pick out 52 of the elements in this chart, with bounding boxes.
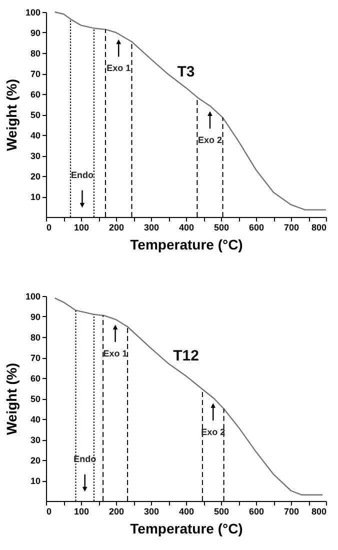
y-tick-label: 20 (30, 172, 40, 182)
y-tick-label: 20 (30, 456, 40, 466)
line-series (54, 11, 327, 210)
y-tick-label: 40 (30, 414, 40, 424)
y-tick-label: 70 (30, 69, 40, 79)
y-tick-label: 60 (30, 374, 40, 384)
x-tick-label: 700 (284, 506, 300, 516)
y-tick-label: 70 (30, 353, 40, 363)
x-tick-label: 500 (214, 506, 230, 516)
y-tick-label: 30 (30, 151, 40, 161)
x-tick-label: 0 (46, 506, 52, 516)
annotation: Exo 1 (103, 348, 128, 358)
x-tick-label: 400 (178, 222, 194, 232)
y-tick-label: 90 (30, 312, 40, 322)
x-tick-label: 600 (248, 506, 264, 516)
x-tick-label: 0 (46, 222, 52, 232)
annotation: Exo 2 (201, 426, 226, 437)
y-tick-label: 80 (30, 332, 40, 342)
x-tick-label: 100 (74, 222, 90, 232)
y-axis-title: Weight (%) (3, 362, 20, 436)
x-axis-title: Temperature (°C) (130, 520, 243, 536)
x-axis-title: Temperature (°C) (130, 236, 243, 252)
y-tick-label: 80 (30, 48, 40, 58)
x-tick-label: 100 (74, 506, 90, 516)
y-axis-title: Weight (%) (3, 78, 20, 152)
x-tick-label: 500 (214, 222, 230, 232)
annotation: Endo (70, 170, 94, 180)
x-tick-label: 200 (108, 222, 124, 232)
y-tick-label: 60 (30, 90, 40, 100)
x-tick-label: 200 (108, 506, 124, 516)
x-tick-label: 800 (311, 222, 326, 232)
y-tick-label: 10 (30, 192, 40, 202)
line-series (54, 297, 324, 496)
y-tick-label: 30 (30, 435, 40, 445)
y-tick-label: 100 (25, 292, 40, 302)
y-tick-label: 10 (30, 476, 40, 486)
x-tick-label: 400 (178, 506, 194, 516)
y-tick-label: 90 (30, 28, 40, 38)
x-tick-label: 300 (144, 222, 160, 232)
text: T12 (173, 347, 199, 364)
x-tick-label: 600 (248, 222, 264, 232)
annotation: Endo (74, 454, 97, 464)
x-tick-label: 700 (284, 222, 300, 232)
y-tick-label: 50 (30, 110, 40, 120)
annotation: Exo 1 (106, 63, 131, 74)
x-tick-label: 800 (311, 506, 326, 516)
text: T3 (177, 63, 195, 80)
y-tick-label: 100 (25, 8, 40, 18)
annotation: Exo 2 (198, 134, 222, 145)
y-tick-label: 50 (30, 394, 40, 404)
y-tick-label: 40 (30, 130, 40, 140)
x-tick-label: 300 (144, 506, 160, 516)
